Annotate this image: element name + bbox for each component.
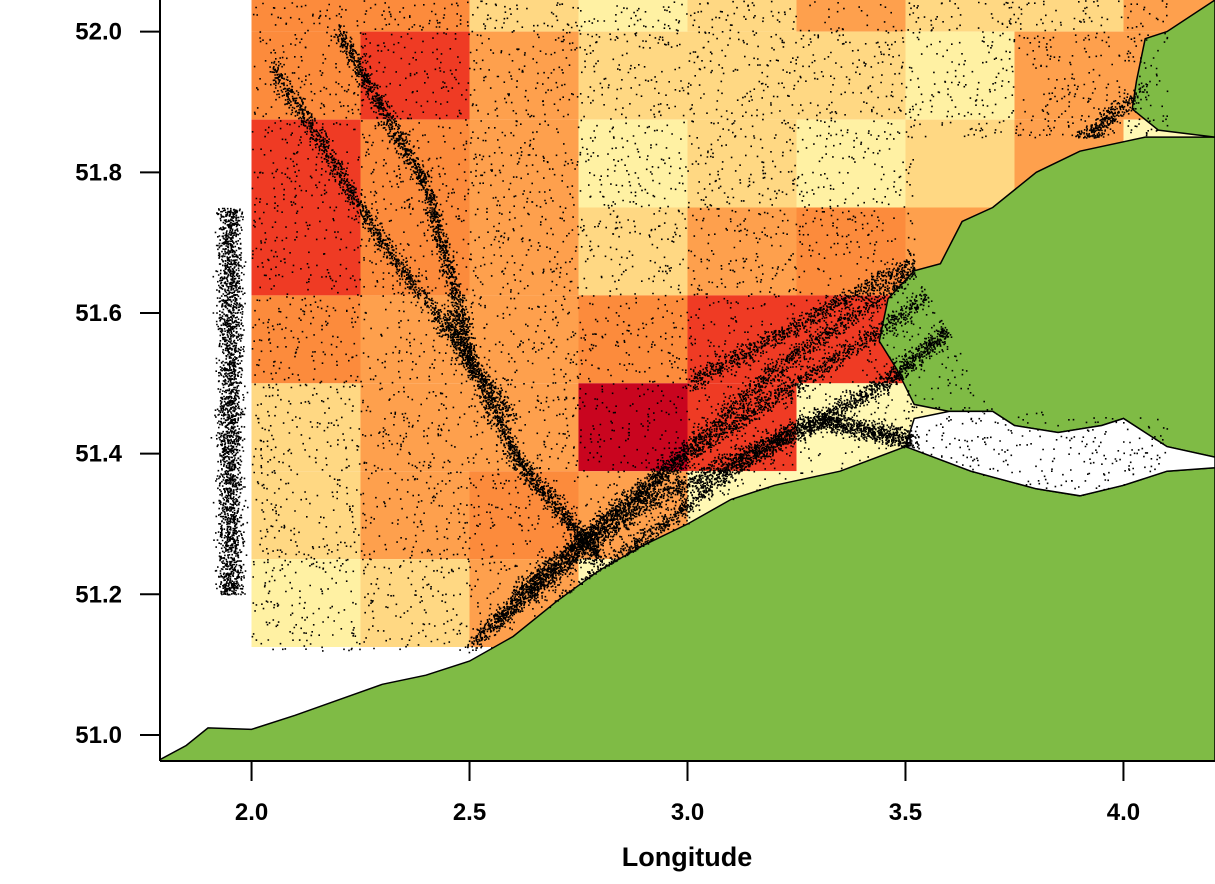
density-cell <box>252 383 361 471</box>
x-tick-label: 2.5 <box>453 799 486 826</box>
x-axis: 2.0 2.5 3.0 3.5 4.0 <box>235 761 1140 826</box>
density-cell <box>1015 0 1124 32</box>
density-cell <box>579 383 688 471</box>
density-cell <box>252 295 361 383</box>
density-cell <box>906 0 1015 32</box>
density-cell <box>906 32 1015 120</box>
plot-area <box>160 0 1215 761</box>
y-tick-label: 51.2 <box>75 581 122 608</box>
y-tick-label: 51.8 <box>75 159 122 186</box>
x-tick-label: 4.0 <box>1107 799 1140 826</box>
x-axis-title: Longitude <box>622 842 752 872</box>
y-tick-label: 52.0 <box>75 19 122 46</box>
x-tick-label: 3.0 <box>671 799 704 826</box>
density-cell <box>470 295 579 383</box>
density-cell <box>252 208 361 296</box>
density-cell <box>579 208 688 296</box>
density-cell <box>688 32 797 120</box>
x-tick-label: 2.0 <box>235 799 268 826</box>
density-cell <box>252 471 361 559</box>
x-tick-label: 3.5 <box>889 799 922 826</box>
density-cell <box>797 0 906 32</box>
y-tick-label: 51.6 <box>75 300 122 327</box>
density-cell <box>470 208 579 296</box>
density-cell <box>688 120 797 208</box>
y-tick-label: 51.0 <box>75 722 122 749</box>
density-cell <box>797 32 906 120</box>
density-cell <box>361 559 470 647</box>
density-cell <box>579 295 688 383</box>
density-cell <box>470 32 579 120</box>
density-cell <box>361 383 470 471</box>
y-axis: 51.0 51.2 51.4 51.6 51.8 52.0 <box>75 19 160 749</box>
y-tick-label: 51.4 <box>75 441 122 468</box>
density-cell <box>579 32 688 120</box>
density-cell <box>688 208 797 296</box>
density-cell <box>797 120 906 208</box>
density-cell <box>688 0 797 32</box>
density-cell <box>906 120 1015 208</box>
density-cell <box>579 0 688 32</box>
density-cell <box>579 120 688 208</box>
